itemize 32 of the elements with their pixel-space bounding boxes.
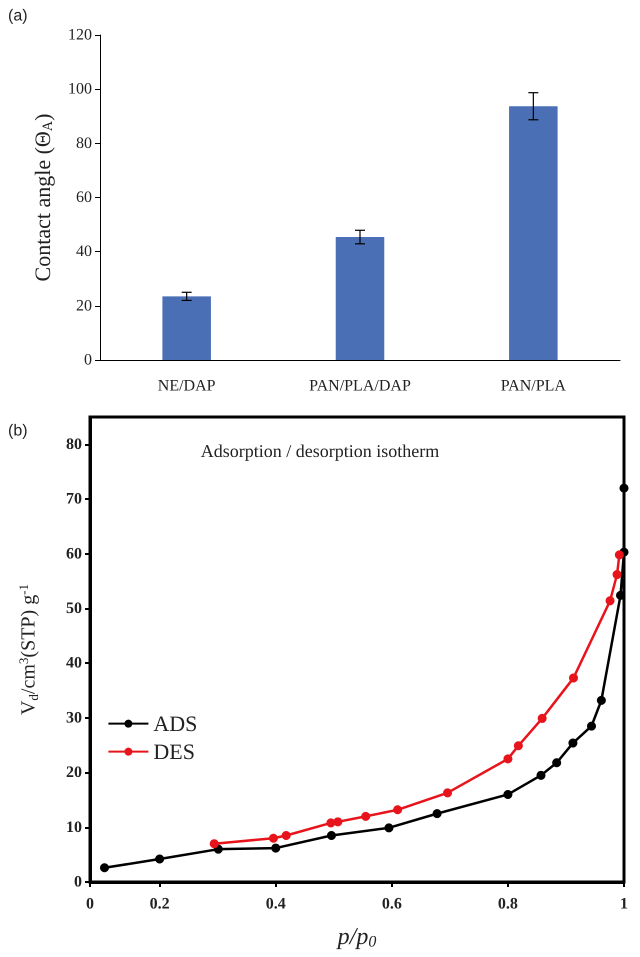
y-tick-label: 100 <box>68 80 92 98</box>
x-tick-label: PAN/PLA/DAP <box>309 378 411 394</box>
legend-label: ADS <box>153 711 198 736</box>
x-tick-label: 0.2 <box>150 896 170 912</box>
y-tick-label: 60 <box>76 189 92 206</box>
legend-label: DES <box>153 739 195 764</box>
y-axis-title: Contact angle (ΘA) <box>30 114 56 282</box>
text: (a) <box>8 8 28 24</box>
y-tick-label: 40 <box>76 243 92 260</box>
x-tick-label: 0.4 <box>266 896 286 912</box>
x-tick-label: PAN/PLA <box>500 378 566 394</box>
y-tick-label: 80 <box>76 134 92 152</box>
y-tick-label: 70 <box>66 490 82 508</box>
y-tick-label: 60 <box>66 545 82 562</box>
y-tick-label: 30 <box>66 709 82 726</box>
x-tick-label: 0.8 <box>498 896 518 912</box>
y-tick-label: 80 <box>66 436 82 453</box>
x-tick-label: 0.6 <box>382 896 402 912</box>
text: Adsorption / desorption isotherm <box>200 441 440 461</box>
x-tick-label: NE/DAP <box>158 378 216 394</box>
y-tick-label: 40 <box>66 654 82 672</box>
y-tick-label: 50 <box>66 600 82 617</box>
y-tick-label: 20 <box>66 764 82 782</box>
y-tick-label: 20 <box>76 297 92 314</box>
x-axis-title: p/p0 <box>336 924 376 950</box>
text: (b) <box>8 422 28 440</box>
y-tick-label: 0 <box>74 874 82 890</box>
y-axis-title: Vd/cm3(STP) g-1 <box>16 584 41 716</box>
y-tick-label: 120 <box>68 26 92 44</box>
x-tick-label: 1 <box>620 896 628 912</box>
y-tick-label: 10 <box>66 818 82 836</box>
y-tick-label: 0 <box>84 352 92 368</box>
